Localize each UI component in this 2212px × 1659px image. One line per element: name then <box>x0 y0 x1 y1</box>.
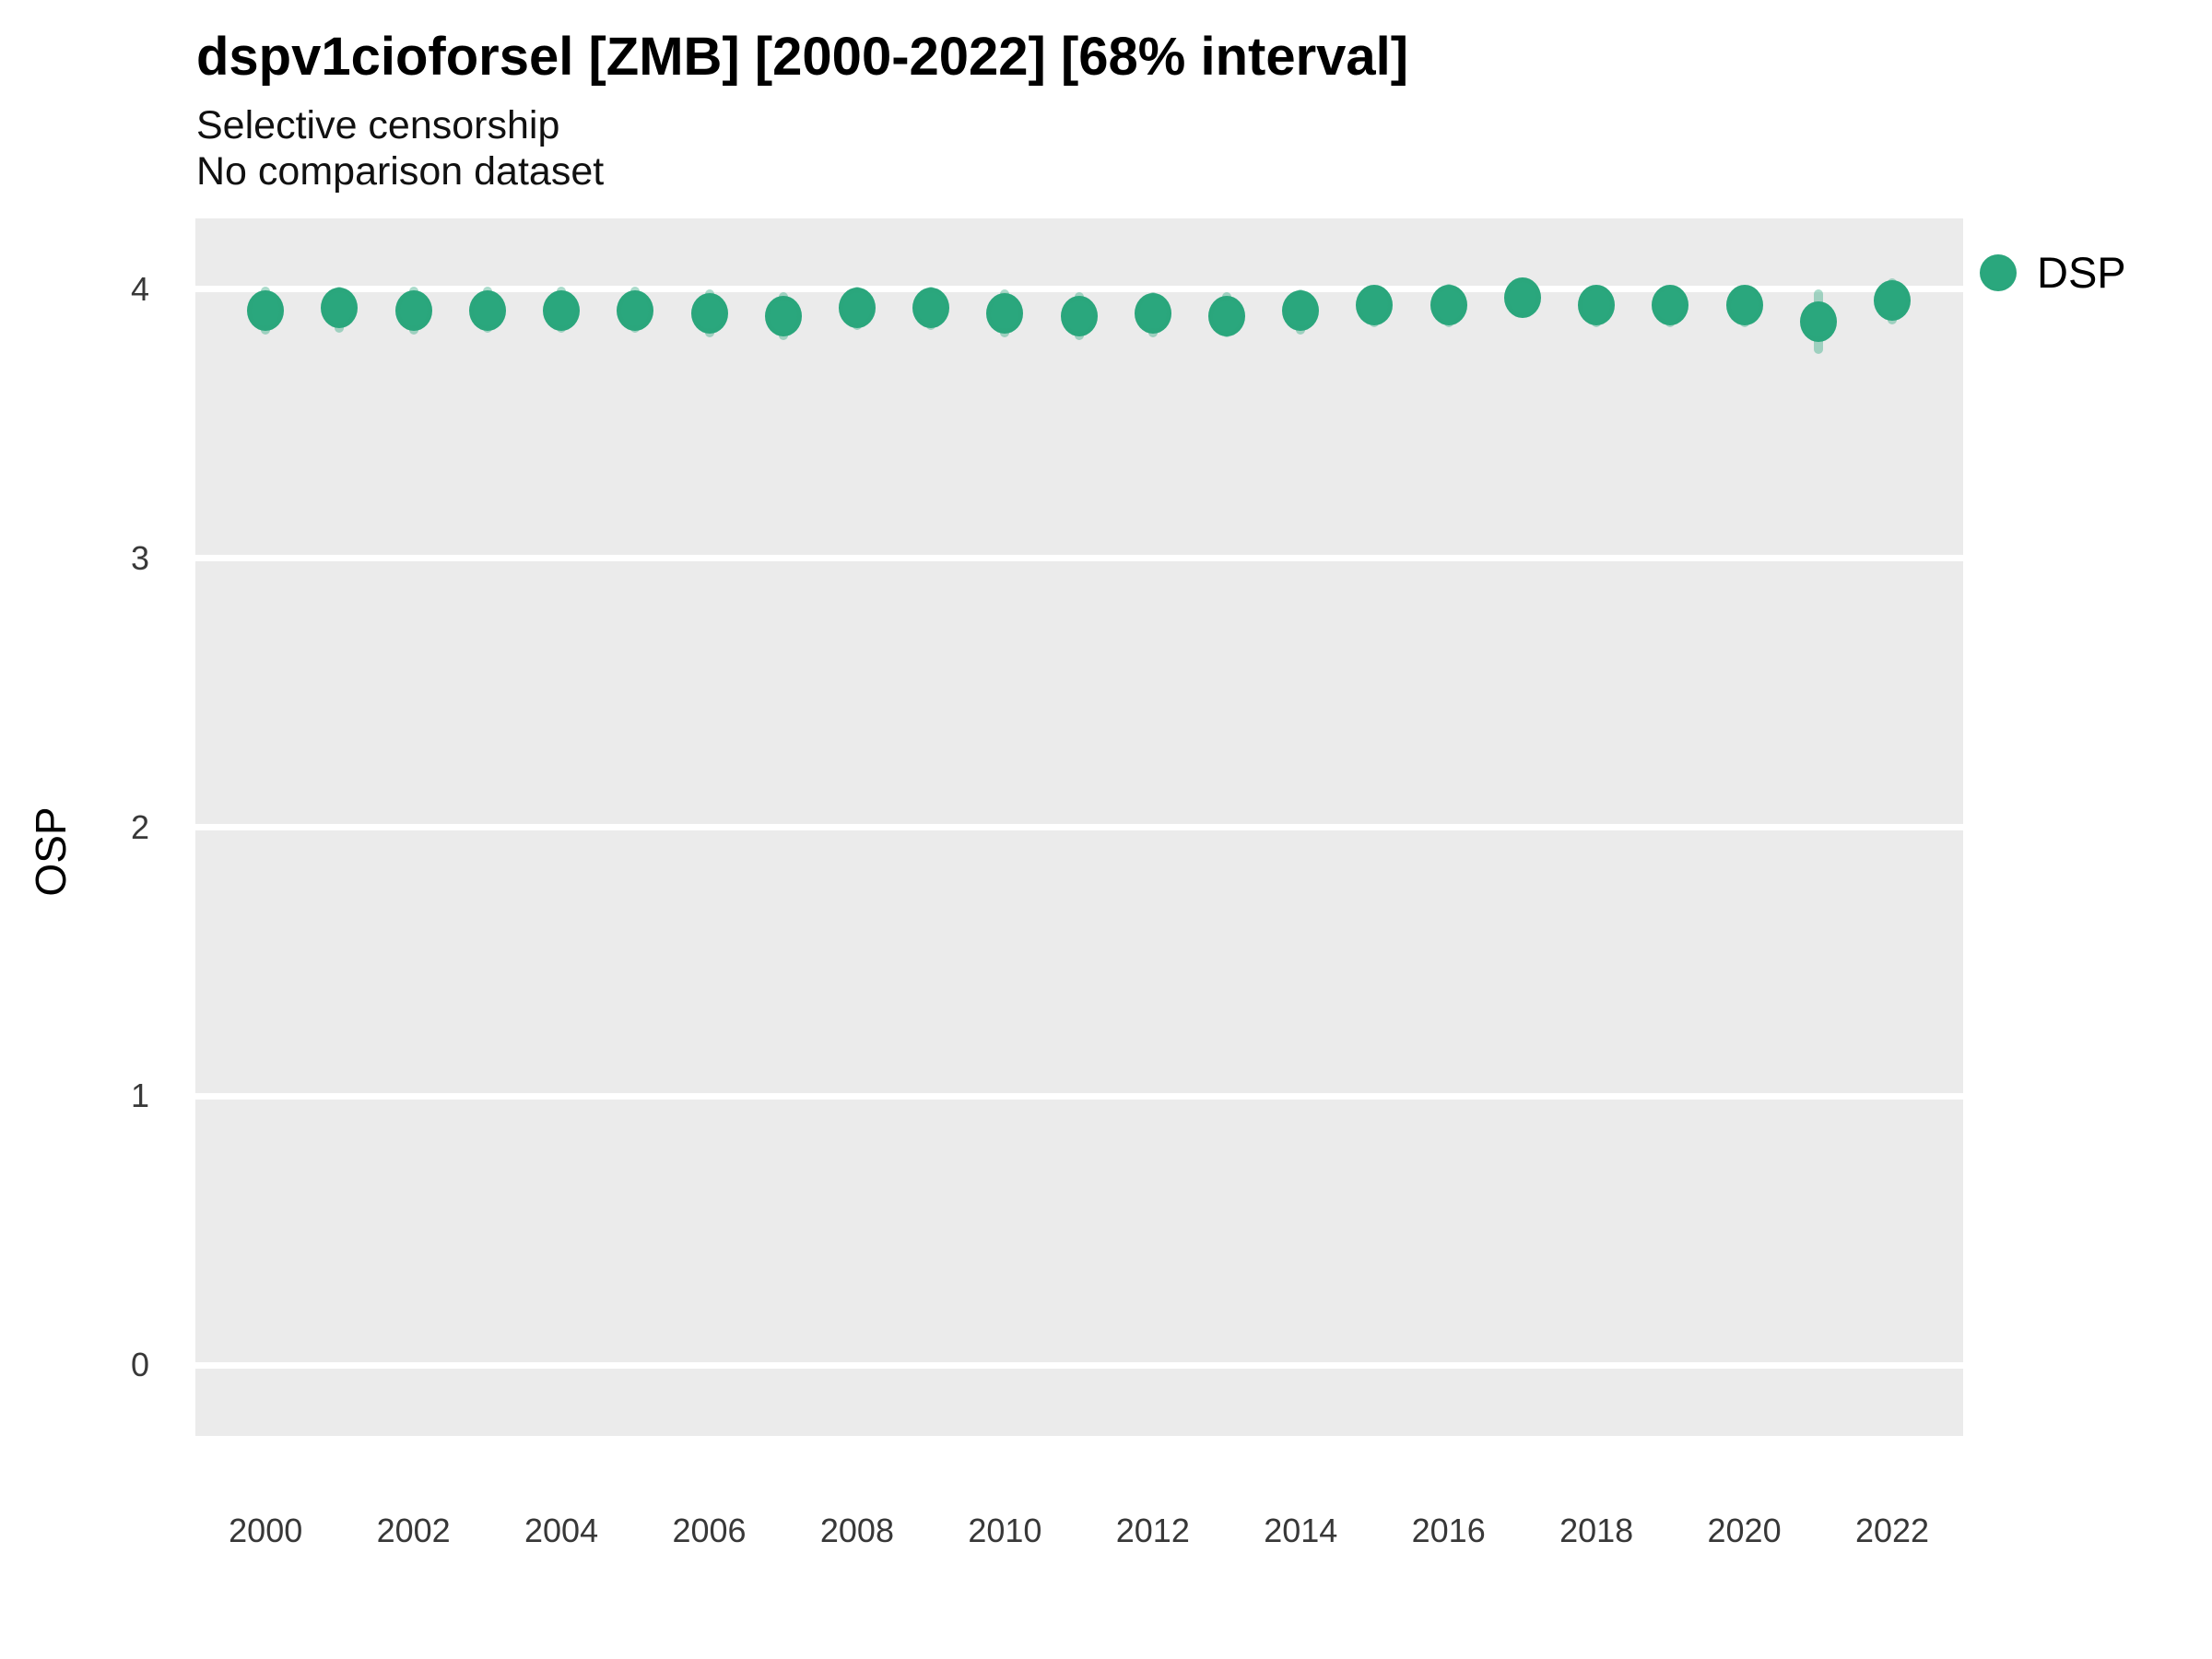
y-tick-label: 2 <box>130 807 149 846</box>
legend: DSP <box>1980 247 2126 298</box>
legend-marker-icon <box>1980 253 2017 291</box>
x-tick-label: 2010 <box>968 1512 1042 1549</box>
chart-subtitle-line1: Selective censorship <box>196 103 560 147</box>
data-point <box>543 290 581 332</box>
data-point <box>617 290 654 332</box>
x-tick-label: 2008 <box>819 1512 894 1549</box>
plot-panel <box>195 218 1963 1436</box>
x-tick-label: 2018 <box>1559 1512 1634 1549</box>
data-point <box>1578 285 1616 326</box>
legend-label: DSP <box>2037 248 2126 297</box>
x-tick-label: 2020 <box>1707 1512 1782 1549</box>
gridline <box>195 555 1963 562</box>
chart-subtitle-line2: No comparison dataset <box>196 149 605 194</box>
data-point <box>394 290 432 332</box>
y-tick-label: 0 <box>130 1346 149 1384</box>
data-point <box>1134 293 1171 335</box>
data-point <box>1652 285 1689 326</box>
data-point <box>1430 285 1467 326</box>
data-point <box>1799 300 1837 342</box>
data-point <box>690 293 728 335</box>
data-point <box>1725 285 1763 326</box>
data-point <box>247 290 285 332</box>
x-tick-label: 2006 <box>672 1512 747 1549</box>
data-point <box>321 288 359 329</box>
x-tick-label: 2012 <box>1115 1512 1190 1549</box>
y-tick-label: 3 <box>130 538 149 577</box>
gridline <box>195 1092 1963 1100</box>
data-point <box>838 288 876 329</box>
data-point <box>1060 296 1098 337</box>
data-point <box>1208 296 1246 337</box>
x-tick-label: 2022 <box>1854 1512 1930 1549</box>
y-tick-label: 1 <box>130 1077 149 1115</box>
data-point <box>1356 285 1394 326</box>
data-point <box>912 288 950 329</box>
y-tick-label: 4 <box>130 269 149 308</box>
x-tick-label: 2000 <box>229 1512 303 1549</box>
data-point <box>1282 290 1320 332</box>
gridline <box>195 1361 1963 1369</box>
x-tick-label: 2016 <box>1411 1512 1486 1549</box>
x-tick-label: 2014 <box>1264 1512 1338 1549</box>
data-point <box>1503 276 1541 318</box>
data-point <box>986 293 1024 335</box>
chart-title: dspv1cioforsel [ZMB] [2000-2022] [68% in… <box>196 27 1409 87</box>
x-tick-label: 2004 <box>524 1512 599 1549</box>
gridline <box>195 286 1963 293</box>
gridline <box>195 824 1963 830</box>
data-point <box>764 296 802 337</box>
x-tick-label: 2002 <box>376 1512 451 1549</box>
data-point <box>1873 279 1911 321</box>
y-axis-title: OSP <box>27 806 75 897</box>
data-point <box>468 290 506 332</box>
